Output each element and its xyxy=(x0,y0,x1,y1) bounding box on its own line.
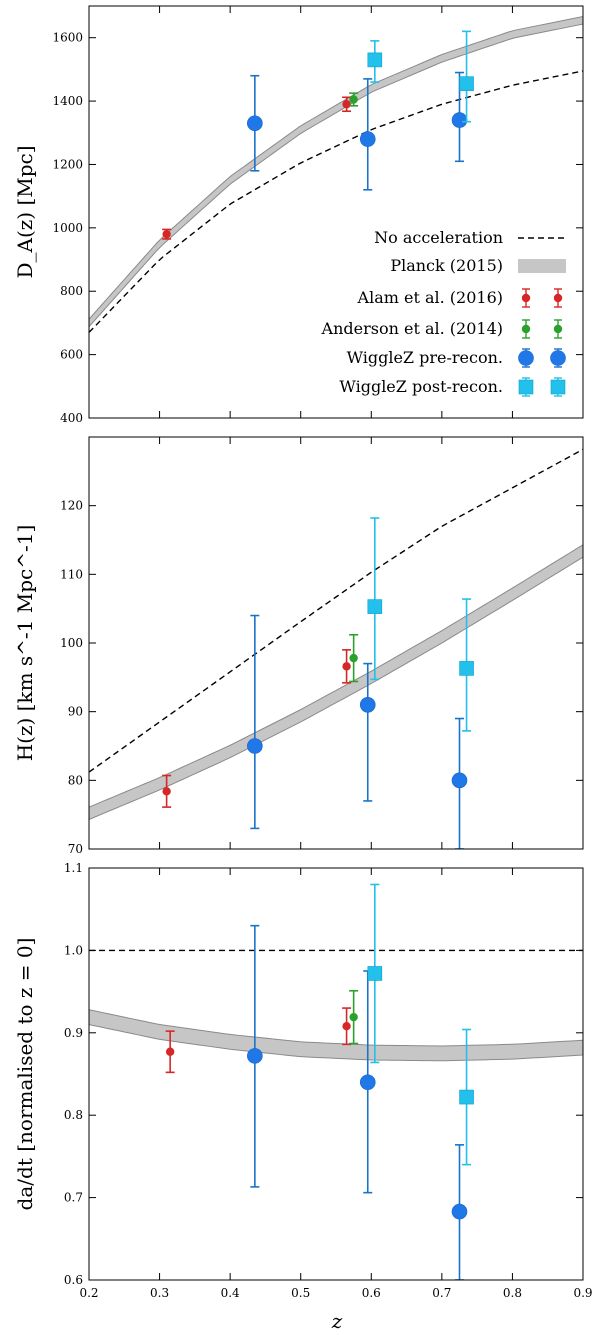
data-point xyxy=(247,738,263,754)
planck-band xyxy=(89,544,583,821)
data-point xyxy=(459,76,474,91)
legend-label: Planck (2015) xyxy=(390,256,503,275)
plot-area xyxy=(89,15,583,333)
x-tick-label: 0.9 xyxy=(573,1286,592,1300)
series-anderson xyxy=(349,989,359,1045)
y-tick-label: 0.9 xyxy=(64,1026,83,1040)
y-tick-label: 1000 xyxy=(52,221,83,235)
legend-marker-anderson xyxy=(521,324,531,334)
x-tick-label: 0.3 xyxy=(150,1286,169,1300)
series-post xyxy=(367,517,474,732)
legend-marker-pre xyxy=(550,350,566,366)
series-alam xyxy=(162,96,352,240)
data-point xyxy=(342,1022,351,1031)
y-tick-label: 0.8 xyxy=(64,1108,83,1122)
series-pre xyxy=(247,71,468,191)
legend-label: WiggleZ post-recon. xyxy=(339,377,503,396)
data-point xyxy=(162,787,171,796)
x-tick-label: 0.8 xyxy=(503,1286,522,1300)
plot-area xyxy=(89,448,583,849)
data-point xyxy=(165,1047,175,1056)
data-point xyxy=(451,772,468,789)
legend-planck xyxy=(518,259,566,273)
y-tick-label: 0.7 xyxy=(64,1191,83,1205)
data-point xyxy=(367,599,383,614)
data-point xyxy=(349,95,358,104)
panel-bottom: 0.6 0.7 0.8 0.9 1.0 1.1 0.2 0.3 0.4 0.5 0.6 0.7 0.8 0… xyxy=(64,861,593,1300)
data-point xyxy=(349,1012,358,1022)
plot-frame xyxy=(88,5,584,419)
panel-middle: 70 80 90 100 110 120 xyxy=(60,436,584,856)
y-tick-label: 800 xyxy=(60,284,83,298)
data-point xyxy=(342,662,351,671)
legend-label: WiggleZ pre-recon. xyxy=(347,348,503,367)
data-point xyxy=(359,696,376,713)
series-alam xyxy=(165,1007,352,1074)
y-axis-label: D_A(z) [Mpc] xyxy=(13,145,37,278)
plot-area xyxy=(89,883,583,1280)
data-point xyxy=(247,115,263,132)
data-point xyxy=(451,1203,468,1220)
data-point xyxy=(342,100,351,109)
series-anderson xyxy=(349,633,359,683)
panel-top: 400 600 800 1000 1200 1400 1600 xyxy=(52,5,584,425)
data-point xyxy=(459,1089,474,1105)
no-acceleration-curve xyxy=(89,448,583,773)
y-tick-label: 400 xyxy=(60,411,83,425)
y-axis-label: H(z) [km s^-1 Mpc^-1] xyxy=(13,525,37,762)
x-axis-label: z xyxy=(331,1309,343,1333)
data-point xyxy=(459,661,474,676)
data-point xyxy=(451,112,468,128)
planck-band xyxy=(89,15,583,328)
x-tick-label: 0.4 xyxy=(221,1286,240,1300)
plot-frame xyxy=(88,867,584,1281)
series-post xyxy=(367,883,474,1166)
legend-marker-pre xyxy=(518,350,534,366)
series-alam xyxy=(162,649,352,808)
x-tick-label: 0.6 xyxy=(362,1286,381,1300)
y-tick-label: 1.1 xyxy=(64,861,83,875)
y-tick-label: 110 xyxy=(60,567,83,581)
data-point xyxy=(349,653,358,663)
series-pre xyxy=(247,924,468,1280)
legend-marker-alam xyxy=(553,293,563,303)
series-post xyxy=(367,30,474,123)
data-point xyxy=(359,131,376,147)
y-tick-label: 600 xyxy=(60,348,83,362)
y-tick-label: 90 xyxy=(68,705,83,719)
x-tick-label: 0.2 xyxy=(79,1286,98,1300)
data-point xyxy=(162,229,171,239)
no-acceleration-curve xyxy=(89,70,583,333)
series-pre xyxy=(247,614,468,849)
y-tick-label: 0.6 xyxy=(64,1273,83,1287)
legend-marker-post xyxy=(550,379,566,395)
x-tick-label: 0.5 xyxy=(291,1286,310,1300)
y-tick-label: 1200 xyxy=(52,157,83,171)
series-anderson xyxy=(349,92,359,107)
legend-label: Anderson et al. (2014) xyxy=(321,319,503,338)
data-point xyxy=(247,1048,263,1064)
data-point xyxy=(367,966,383,981)
y-tick-label: 1400 xyxy=(52,94,83,108)
y-tick-label: 1.0 xyxy=(64,943,83,957)
y-tick-label: 120 xyxy=(60,499,83,513)
legend-marker-alam xyxy=(521,293,531,303)
y-axis-label: da/dt [normalised to z = 0] xyxy=(13,938,37,1211)
y-tick-label: 1600 xyxy=(52,31,83,45)
legend: No acceleration Planck (2015) Alam et al. … xyxy=(321,228,566,397)
y-tick-label: 100 xyxy=(60,636,83,650)
legend-marker-post xyxy=(518,379,534,395)
data-point xyxy=(367,52,383,68)
x-tick-label: 0.7 xyxy=(432,1286,451,1300)
data-point xyxy=(359,1074,376,1091)
legend-label: Alam et al. (2016) xyxy=(357,288,503,307)
y-tick-label: 80 xyxy=(68,773,83,787)
legend-marker-anderson xyxy=(553,324,563,334)
y-tick-label: 70 xyxy=(68,842,83,856)
legend-label: No acceleration xyxy=(374,228,503,247)
planck-band xyxy=(89,1009,583,1062)
